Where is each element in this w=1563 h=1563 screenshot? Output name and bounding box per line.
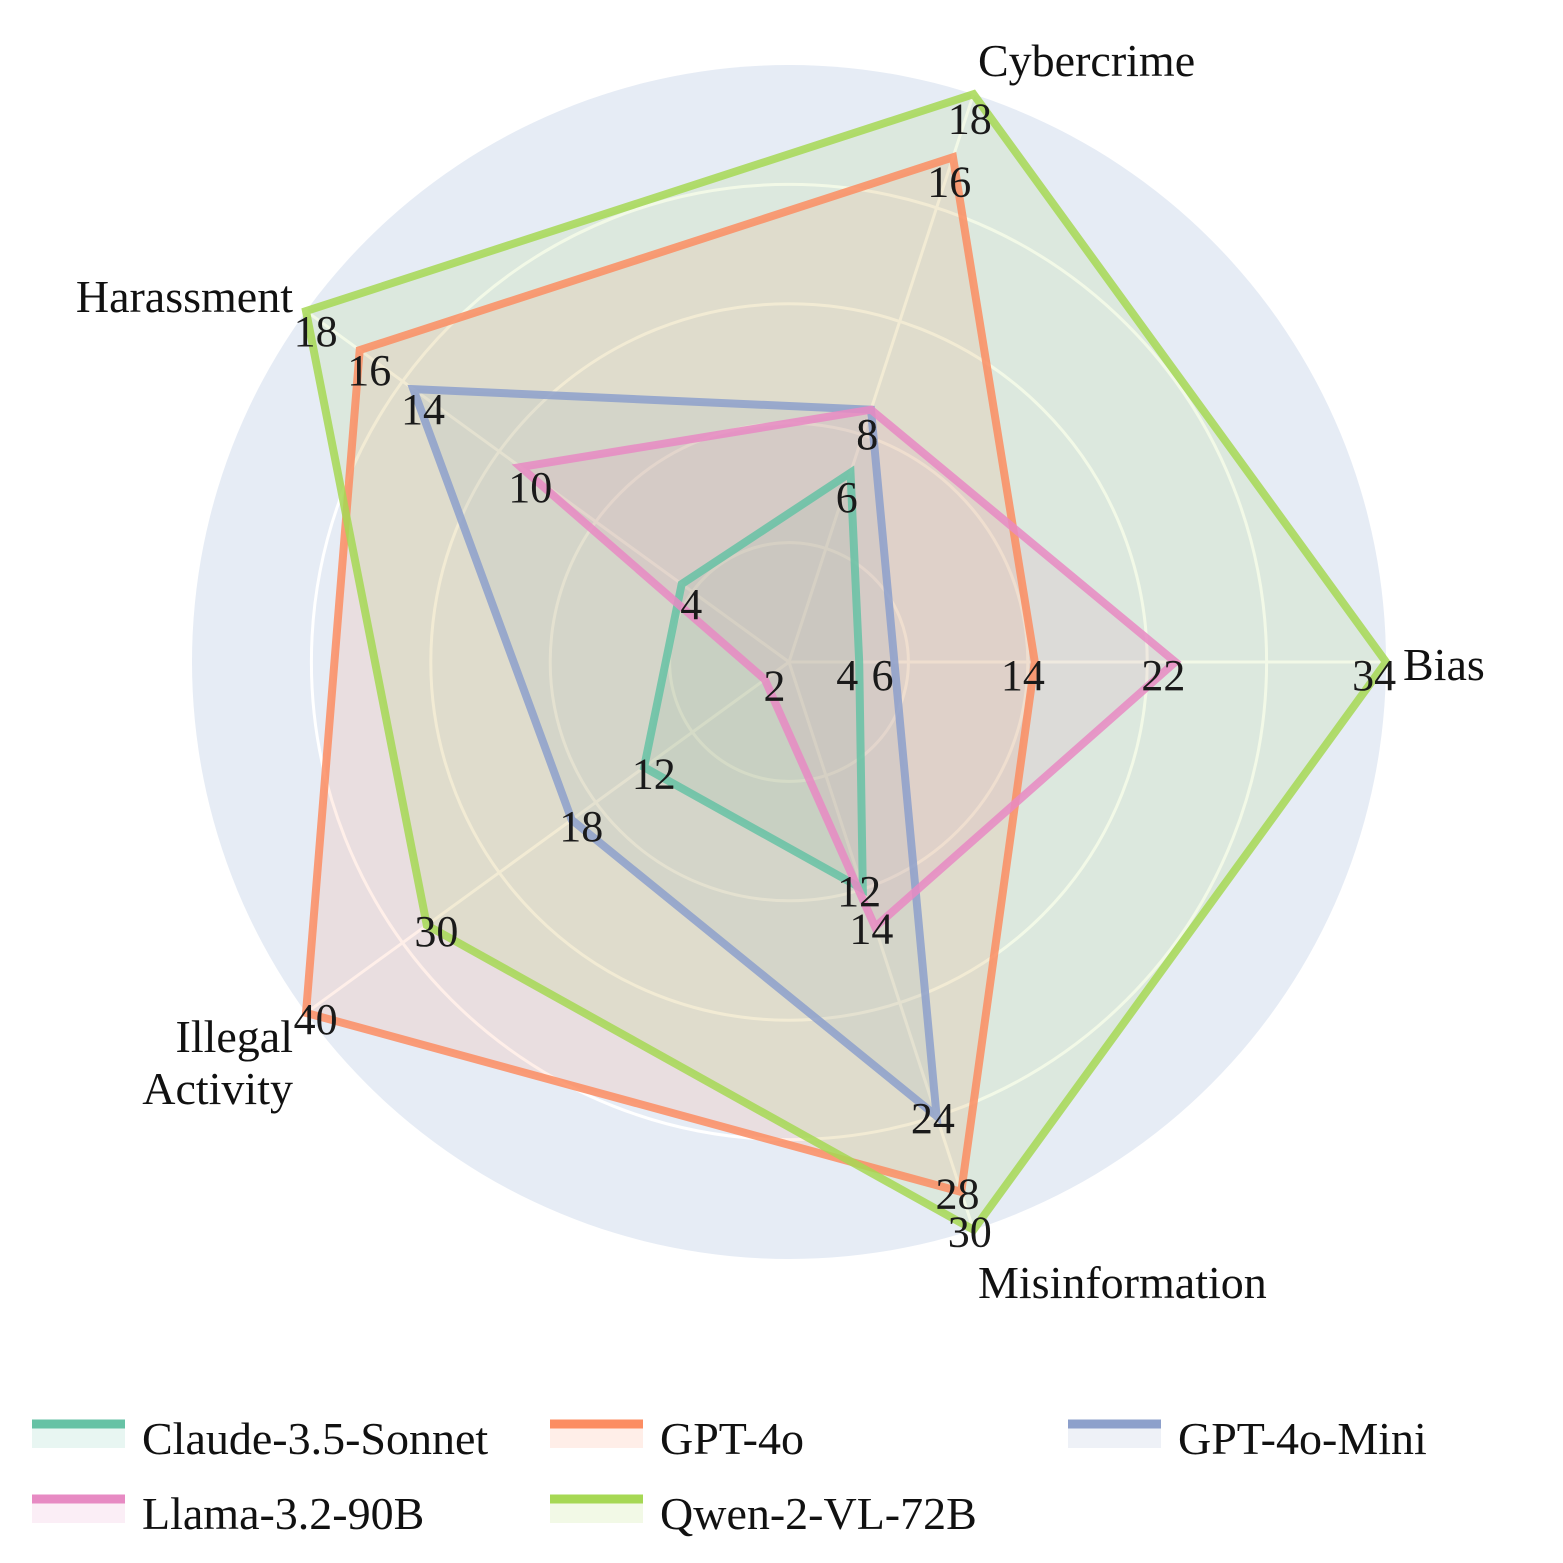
value-label: 4 bbox=[680, 580, 702, 629]
value-label: 14 bbox=[401, 385, 445, 434]
value-label: 4 bbox=[836, 651, 858, 700]
value-label: 24 bbox=[911, 1094, 955, 1143]
value-label: 22 bbox=[1141, 651, 1185, 700]
value-label: 8 bbox=[856, 410, 878, 459]
axis-label-4: Illegal bbox=[176, 1011, 294, 1062]
series-line-1 bbox=[639, 465, 867, 896]
value-label: 16 bbox=[347, 346, 391, 395]
value-label: 14 bbox=[849, 905, 893, 954]
series-fill-5 bbox=[306, 94, 1386, 1230]
series-line-4 bbox=[511, 405, 1182, 934]
radar-grid bbox=[305, 93, 1386, 1231]
value-label: 8 bbox=[856, 410, 878, 459]
series-line-2 bbox=[301, 152, 1039, 1197]
value-label: 18 bbox=[294, 307, 338, 356]
axis-label-2: Cybercrime bbox=[978, 35, 1195, 86]
legend-item[interactable]: Qwen-2-VL-72B bbox=[550, 1488, 977, 1539]
value-label: 6 bbox=[872, 651, 894, 700]
axis-label-1: Bias bbox=[1403, 639, 1485, 690]
legend-label: Claude-3.5-Sonnet bbox=[142, 1413, 488, 1464]
axis-label-4: Activity bbox=[142, 1063, 293, 1114]
value-label: 30 bbox=[414, 907, 458, 956]
value-label: 2 bbox=[764, 662, 786, 711]
legend-label: Qwen-2-VL-72B bbox=[660, 1488, 977, 1539]
series-line-5 bbox=[301, 89, 1391, 1236]
legend-item[interactable]: GPT-4o bbox=[550, 1413, 804, 1464]
value-label: 12 bbox=[837, 867, 881, 916]
value-label: 6 bbox=[836, 473, 858, 522]
legend[interactable]: Claude-3.5-Sonnet GPT-4o GPT-4o-Mini Llama-… bbox=[32, 1413, 1427, 1539]
series-fill-3 bbox=[413, 389, 937, 1117]
value-label: 34 bbox=[1352, 651, 1396, 700]
value-label: 18 bbox=[559, 802, 603, 851]
axis-label-5: Misinformation bbox=[978, 1257, 1267, 1308]
value-label: 10 bbox=[508, 463, 552, 512]
legend-label: GPT-4o bbox=[660, 1413, 804, 1464]
value-label: 12 bbox=[632, 749, 676, 798]
grid-spoke-2 bbox=[787, 93, 975, 663]
legend-label: GPT-4o-Mini bbox=[1178, 1413, 1427, 1464]
series-line-3 bbox=[407, 384, 942, 1126]
value-label: 30 bbox=[948, 1208, 992, 1257]
legend-label: Llama-3.2-90B bbox=[142, 1488, 424, 1539]
legend-item[interactable]: GPT-4o-Mini bbox=[1068, 1413, 1427, 1464]
value-label: 28 bbox=[936, 1170, 980, 1219]
value-label: 16 bbox=[927, 158, 971, 207]
value-label: 40 bbox=[294, 995, 338, 1044]
legend-item[interactable]: Llama-3.2-90B bbox=[32, 1488, 424, 1539]
legend-item[interactable]: Claude-3.5-Sonnet bbox=[32, 1413, 488, 1464]
grid-spoke-5 bbox=[787, 661, 975, 1231]
value-label: 18 bbox=[948, 95, 992, 144]
series-lines bbox=[301, 89, 1391, 1236]
value-labels: 4641212141616402868141824228102143418183… bbox=[294, 95, 1396, 1257]
grid-spoke-4 bbox=[305, 660, 790, 1015]
value-label: 14 bbox=[1001, 651, 1045, 700]
axis-label-3: Harassment bbox=[76, 271, 293, 322]
